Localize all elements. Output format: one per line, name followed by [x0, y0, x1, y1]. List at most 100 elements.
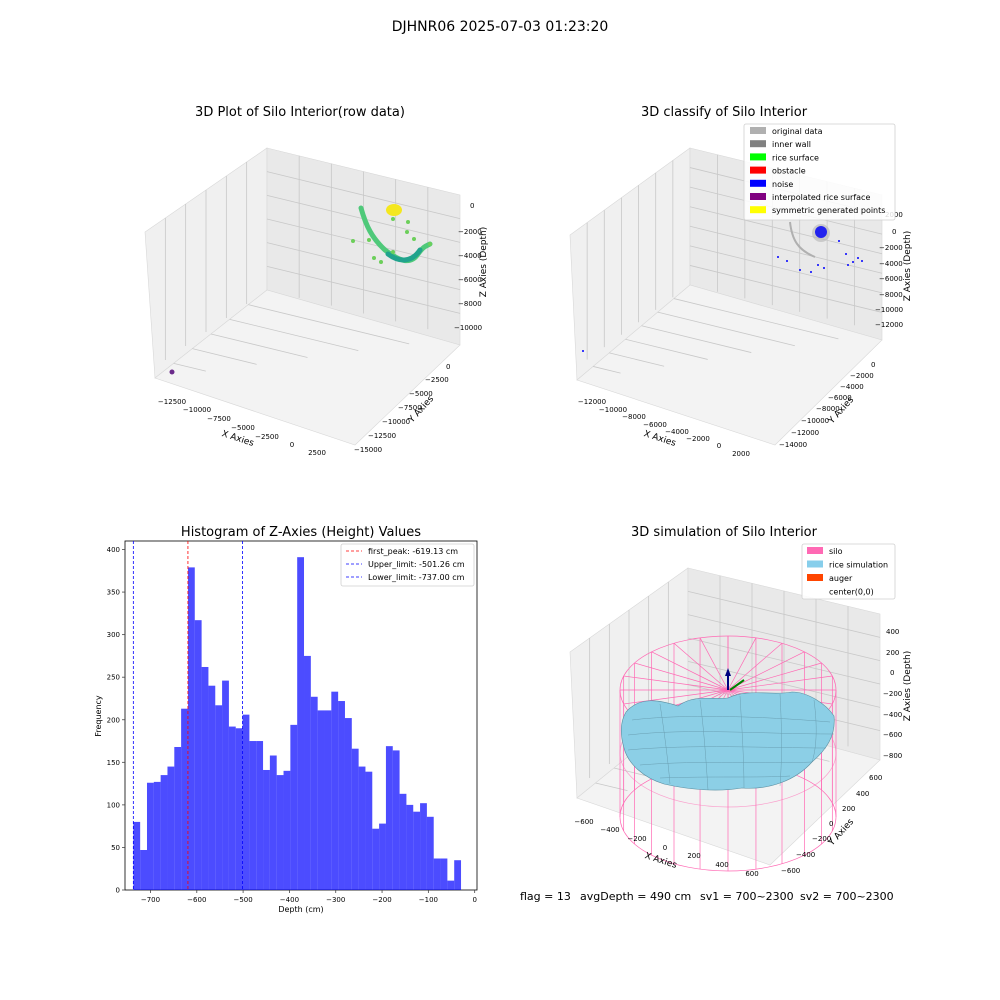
mesh-line	[659, 703, 671, 785]
panel2-noise-cluster	[815, 226, 827, 238]
histogram-bar	[317, 710, 325, 890]
panel1-ztick: 0	[470, 202, 474, 210]
panel1-scatter-points	[351, 217, 432, 264]
histogram-bar	[447, 880, 455, 890]
silo-spoke	[727, 637, 757, 691]
histogram-bar	[153, 781, 161, 890]
panel2-legend-swatch	[750, 166, 766, 174]
panel2-legend-label: interpolated rice surface	[772, 193, 870, 202]
histogram-bar	[365, 771, 373, 890]
histogram-xlabel: Depth (cm)	[278, 905, 323, 914]
gridline	[689, 265, 883, 313]
silo-spoke	[699, 637, 729, 691]
panel2-legend-label: rice surface	[772, 153, 819, 162]
histogram-ytick-label: 100	[107, 801, 120, 809]
histogram-bar	[249, 741, 257, 890]
gridline	[689, 206, 883, 255]
silo-spoke	[727, 642, 783, 691]
panel1-ztick: −6000	[458, 276, 482, 284]
panel4-legend-label: silo	[829, 547, 843, 556]
panel1-ytick: 0	[446, 363, 450, 371]
status-flag: flag = 13	[520, 890, 571, 903]
histogram-bar	[194, 620, 202, 890]
panel4-legend-swatch	[807, 587, 823, 595]
histogram-bar	[331, 691, 339, 890]
mesh-line	[779, 693, 782, 787]
panel1-point	[391, 250, 395, 254]
histogram-bar	[269, 755, 277, 890]
panel4-xtick: 0	[663, 844, 667, 852]
histogram-bar	[201, 666, 209, 890]
histogram-title: Histogram of Z-Axies (Height) Values	[181, 525, 421, 540]
histogram-bar	[338, 701, 345, 890]
panel2-legend-entries: original data inner wall rice surface obsta…	[750, 127, 885, 215]
panel1-point-arc-deep	[385, 247, 423, 263]
gridline	[689, 225, 883, 274]
panel1-ytick: −15000	[354, 446, 382, 454]
panel4-legend-swatch	[807, 547, 823, 554]
panel4-xtick: −200	[627, 835, 646, 843]
histogram-bar	[290, 724, 298, 890]
histogram-legend-label: first_peak: -619.13 cm	[368, 547, 458, 556]
panel2-ytick: −12000	[791, 429, 819, 437]
panel1-title: 3D Plot of Silo Interior(row data)	[195, 105, 405, 120]
panel4-y-ticks: 600 400 200 0 −200 −400 −600	[781, 774, 882, 875]
panel4-ztick: −600	[883, 731, 902, 739]
histogram-xtick-label: −100	[419, 896, 438, 904]
panel2-floor-pane	[576, 284, 883, 446]
panel2-legend-swatch	[750, 206, 766, 214]
histogram-ytick-label: 350	[107, 589, 120, 597]
histogram-ytick-label: 0	[116, 887, 120, 895]
status-avg-depth: avgDepth = 490 cm	[580, 890, 691, 903]
panel1-point	[367, 238, 371, 242]
panel4-ytick: 600	[869, 774, 882, 782]
histogram-bar	[344, 718, 352, 890]
histogram-bar	[379, 823, 386, 890]
panel2-point	[852, 261, 854, 263]
panel2-legend-label: noise	[772, 180, 793, 189]
panel2-xtick: −4000	[665, 428, 689, 436]
panel1-x-ticks: −12500 −10000 −7500 −5000 −2500 0 2500	[158, 398, 326, 457]
histogram-legend-entries: first_peak: -619.13 cm Upper_limit: -501.…	[346, 547, 465, 582]
histogram-ytick-label: 200	[107, 716, 120, 724]
mesh-line	[627, 731, 835, 736]
histogram-ytick-label: 50	[111, 844, 120, 852]
panel4-ytick: −400	[796, 851, 815, 859]
rice-surface-mesh	[627, 693, 835, 791]
panel4-xtick: 400	[715, 861, 728, 869]
histogram-bar	[167, 766, 175, 890]
gridline	[657, 311, 795, 347]
histogram-ytick-label: 150	[107, 759, 120, 767]
histogram-bar	[263, 769, 270, 890]
panel2-y-ticks: 0 −2000 −4000 −6000 −8000 −10000 −12000 …	[779, 361, 875, 449]
histogram-xtick-label: −700	[141, 896, 160, 904]
mesh-line	[739, 695, 745, 789]
panel2-ztick: −12000	[875, 321, 903, 329]
panel-simulation-3d: 3D simulation of Silo Interior	[569, 525, 913, 878]
panel1-xtick: −10000	[183, 406, 211, 414]
panel2-xtick: 2000	[732, 450, 750, 458]
panel2-legend-swatch	[750, 179, 766, 187]
mesh-line	[699, 699, 709, 791]
panel2-xtick: −12000	[578, 398, 606, 406]
silo-spoke	[623, 675, 729, 691]
panel1-ytick: −7500	[398, 404, 422, 412]
silo-spoke	[727, 651, 805, 691]
panel1-xtick: −12500	[158, 398, 186, 406]
panel2-point	[838, 240, 840, 242]
panel2-legend-label: obstacle	[772, 167, 806, 176]
panel1-ytick: −5000	[409, 390, 433, 398]
histogram-bar	[372, 828, 380, 890]
histogram-ytick-label: 250	[107, 674, 120, 682]
histogram-bar	[358, 766, 366, 890]
status-sv1: sv1 = 700~2300	[700, 890, 794, 903]
histogram-bar	[310, 696, 318, 890]
histogram-bar	[324, 710, 332, 890]
histogram-bar	[413, 811, 421, 890]
panel2-ytick: −10000	[801, 417, 829, 425]
panel2-point	[582, 350, 584, 352]
panel4-ztick: −200	[883, 690, 902, 698]
histogram-bar	[181, 708, 188, 890]
histogram-bar	[133, 821, 141, 890]
